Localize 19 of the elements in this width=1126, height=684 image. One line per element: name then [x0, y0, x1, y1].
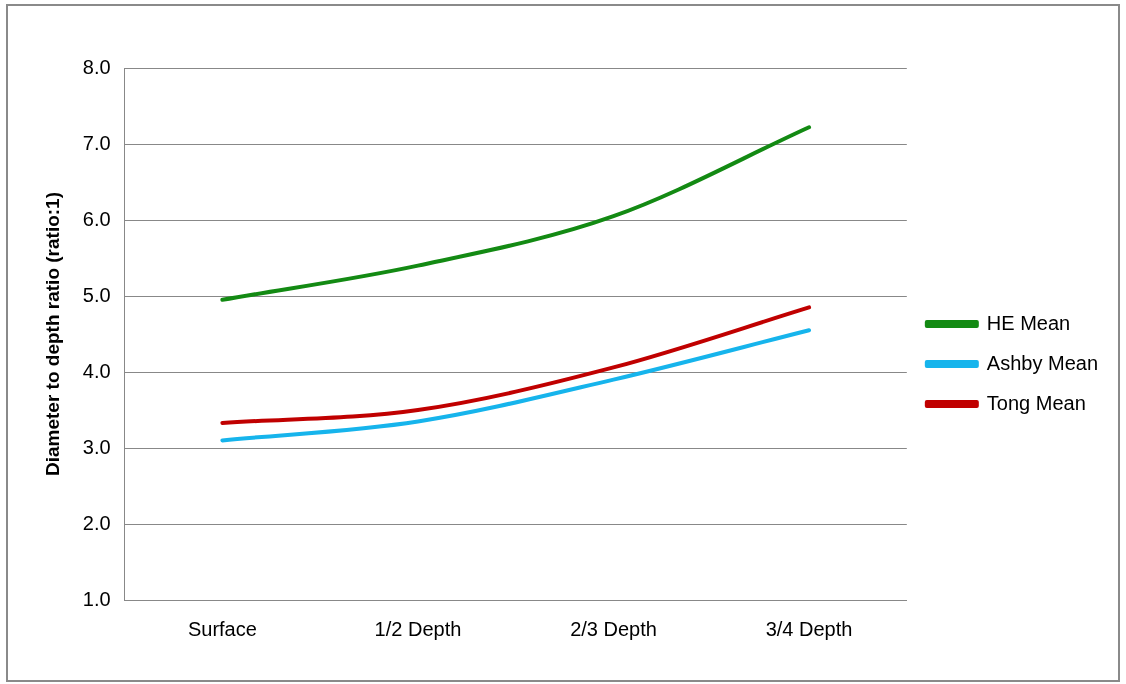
y-tick-label: 7.0	[82, 131, 111, 154]
x-tick-label: 3/4 Depth	[765, 617, 853, 640]
x-tick-label: 1/2 Depth	[374, 617, 462, 640]
line-series	[220, 328, 812, 443]
x-tick-label: Surface	[187, 617, 257, 640]
y-tick-label: 1.0	[82, 587, 111, 610]
y-tick-label: 2.0	[82, 511, 111, 534]
y-tick-label: 3.0	[82, 435, 111, 458]
line-series	[220, 125, 812, 302]
line-series	[220, 305, 812, 425]
x-tick-label: 2/3 Depth	[570, 617, 657, 640]
legend-label: Tong Mean	[986, 391, 1086, 414]
legend-label: Ashby Mean	[986, 351, 1098, 374]
legend-label: HE Mean	[986, 311, 1071, 334]
y-tick-label: 4.0	[82, 359, 111, 382]
y-tick-label: 8.0	[82, 55, 111, 78]
y-tick-label: 5.0	[82, 283, 111, 306]
y-axis-title: Diameter to depth ratio (ratio:1)	[41, 192, 63, 476]
y-tick-label: 6.0	[82, 207, 111, 230]
